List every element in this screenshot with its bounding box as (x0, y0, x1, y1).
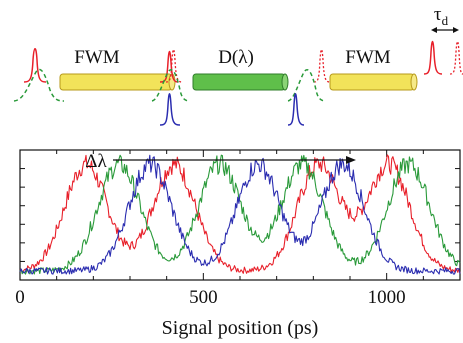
signal-series-1 (19, 154, 461, 274)
dispersion-cylinder (192, 73, 286, 91)
delay-subscript: d (442, 13, 449, 28)
output-red-solid (423, 40, 443, 75)
delay-arrow-left-head (431, 27, 437, 33)
dispersion-stage: D(λ) (192, 47, 289, 91)
setup-diagram: FWM D(λ) FWM (13, 4, 463, 126)
mid2-red-dashed (313, 48, 331, 83)
mid1-red-solid (159, 50, 179, 83)
input-red-pulse (23, 48, 47, 83)
output-red-dashed (449, 40, 463, 75)
x-tick-label: 500 (189, 287, 218, 308)
mid1-red-dashed (165, 48, 183, 83)
mid2-blue-pulse (287, 93, 305, 126)
delay-symbol: τ (434, 4, 442, 25)
delay-arrow-right-head (453, 27, 459, 33)
delta-lambda-label: Δλ (85, 151, 107, 172)
dispersion-stage-label: D(λ) (218, 47, 254, 68)
fwm-stage-1-cylinder (59, 73, 173, 91)
input-pulse-icon (13, 48, 65, 102)
mid2-green-dashed (287, 69, 327, 102)
x-tick-label: 1000 (368, 287, 406, 308)
x-tick-label: 0 (15, 287, 25, 308)
x-axis-label: Signal position (ps) (162, 317, 319, 339)
fwm-stage-1-label: FWM (74, 47, 120, 68)
fwm-stage-2: FWM (329, 47, 418, 91)
fwm-stage-2-cap (410, 73, 418, 91)
mid-pulse-1-icon (151, 48, 191, 126)
input-green-spectrum (13, 68, 65, 102)
fwm-stage-2-cylinder (329, 73, 415, 91)
delay-label: τd (434, 4, 449, 28)
axis-ticks (19, 150, 461, 280)
mid1-green-dashed (151, 69, 191, 102)
signal-traces (19, 154, 461, 275)
delta-lambda-arrow-head (346, 156, 356, 164)
signal-series-3 (19, 154, 461, 275)
output-pulse-icon: τd (423, 4, 463, 75)
fwm-stage-2-label: FWM (345, 47, 391, 68)
delta-lambda-annotation: Δλ (85, 151, 356, 172)
mid1-blue-pulse (159, 93, 181, 126)
signal-series-2 (19, 154, 461, 275)
fwm-stage-1: FWM (59, 47, 176, 91)
axis-tick-labels: 0 500 1000 (15, 287, 405, 308)
mid-pulse-2-icon (287, 48, 331, 126)
signal-chart: 0 500 1000 Δλ Signal position (ps) (15, 149, 461, 339)
dispersion-cap (281, 73, 289, 91)
